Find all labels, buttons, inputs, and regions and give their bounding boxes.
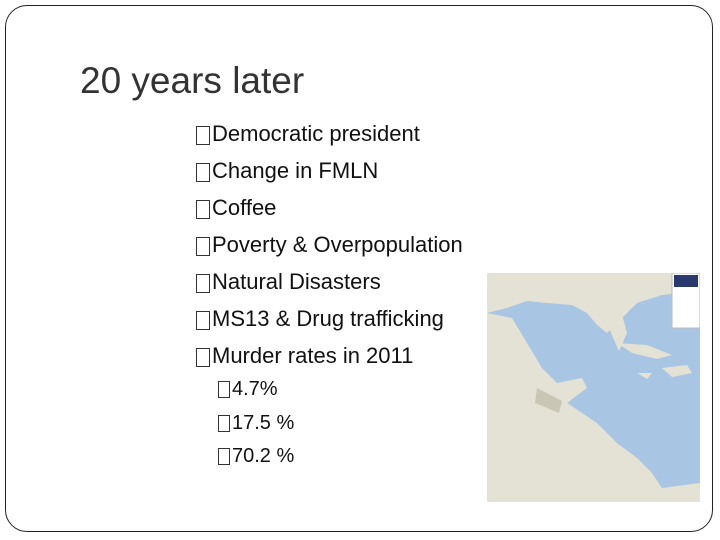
bullet-text: Democratic president <box>212 121 420 146</box>
bullet-glyph <box>218 448 230 466</box>
bullet-glyph <box>196 199 210 219</box>
bullet-glyph <box>196 236 210 256</box>
bullet-item: Change in FMLN <box>196 158 378 184</box>
bullet-text: MS13 & Drug trafficking <box>212 306 444 331</box>
bullet-text: Poverty & Overpopulation <box>212 232 463 257</box>
bullet-text: Change in FMLN <box>212 158 379 183</box>
sub-bullet-item: 4.7% <box>218 378 278 401</box>
bullet-text: 17.5 % <box>232 411 295 434</box>
bullet-text: 4.7% <box>232 378 278 400</box>
bullet-glyph <box>196 347 210 367</box>
bullet-glyph <box>196 273 210 293</box>
bullet-text: Natural Disasters <box>212 269 381 294</box>
bullet-glyph <box>218 414 230 432</box>
bullet-item: MS13 & Drug trafficking <box>196 306 444 332</box>
bullet-item: Coffee <box>196 195 276 221</box>
bullet-text: Coffee <box>212 195 277 220</box>
map-image <box>487 273 700 502</box>
bullet-item: Democratic president <box>196 121 420 147</box>
sub-bullet-item: 70.2 % <box>218 445 294 468</box>
bullet-glyph <box>218 381 230 399</box>
slide-frame <box>5 5 713 532</box>
bullet-text: 70.2 % <box>232 445 295 467</box>
bullet-item: Natural Disasters <box>196 269 381 295</box>
bullet-glyph <box>196 162 210 182</box>
slide-title: 20 years later <box>80 60 305 101</box>
bullet-glyph <box>196 125 210 145</box>
bullet-glyph <box>196 310 210 330</box>
bullet-item: Poverty & Overpopulation <box>196 232 463 258</box>
bullet-item: Murder rates in 2011 <box>196 343 413 369</box>
sub-bullet-item: 17.5 % <box>218 412 294 435</box>
bullet-text: Murder rates in 2011 <box>212 343 414 368</box>
